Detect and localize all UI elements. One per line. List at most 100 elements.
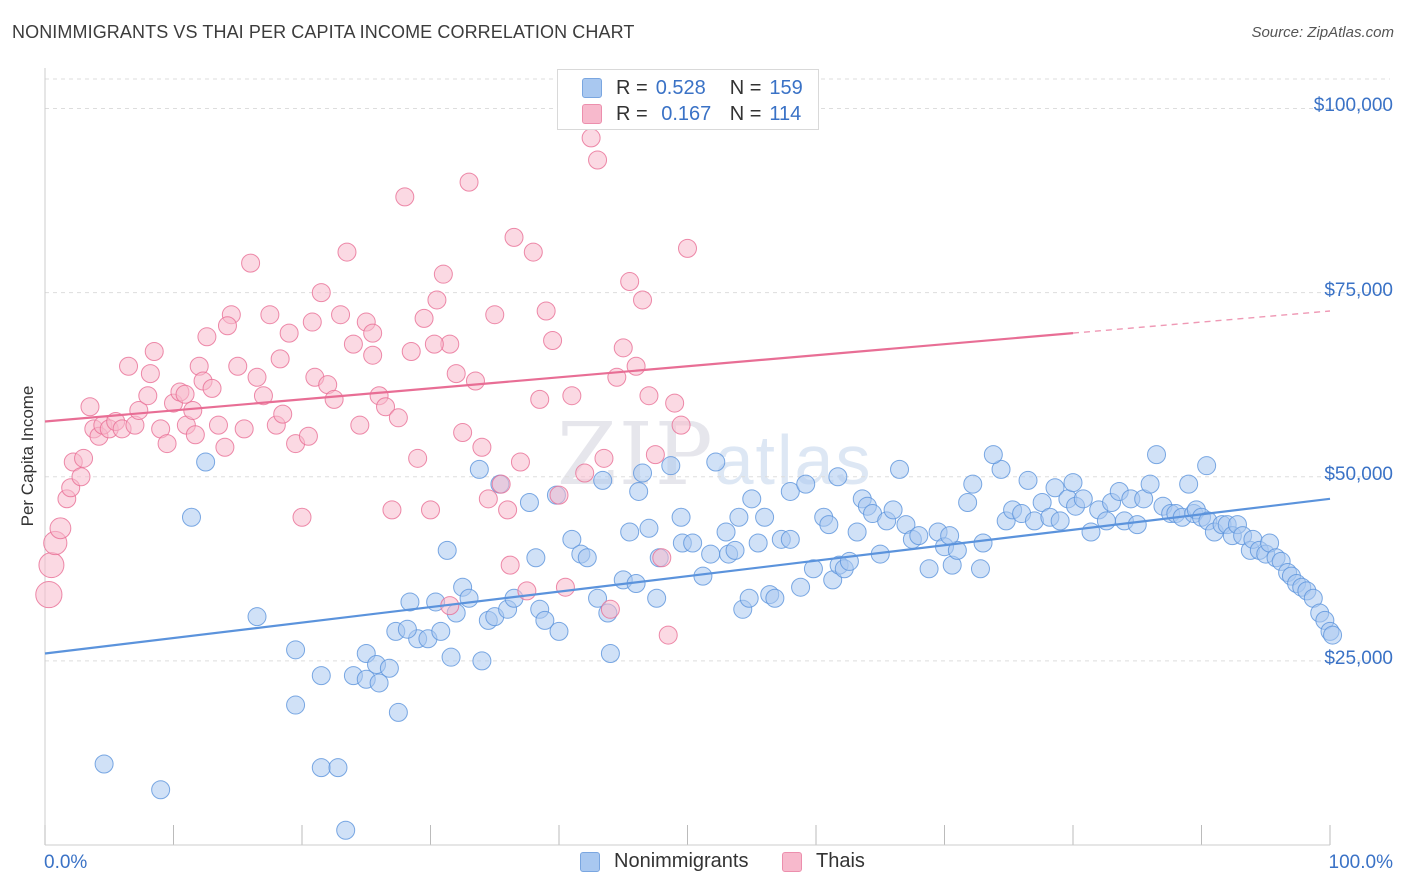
nonimmigrants-point bbox=[1323, 625, 1343, 645]
y-tick-label: $75,000 bbox=[1324, 279, 1393, 301]
thais-point bbox=[459, 172, 479, 192]
nonimmigrants-point bbox=[1140, 474, 1160, 494]
nonimmigrants-point bbox=[196, 452, 216, 472]
nonimmigrants-point bbox=[919, 559, 939, 579]
thais-point bbox=[523, 242, 543, 262]
thais-point bbox=[363, 345, 383, 365]
thais-point bbox=[202, 378, 222, 398]
thais-point bbox=[35, 580, 63, 609]
correlation-legend: R = 0.528 N = 159 R = 0.167 N = 114 bbox=[557, 69, 819, 130]
thais-point bbox=[594, 448, 614, 468]
thais-point bbox=[401, 342, 421, 362]
thais-point bbox=[498, 500, 518, 520]
thais-point bbox=[600, 599, 620, 619]
thais-point bbox=[500, 555, 520, 575]
thais-point bbox=[260, 305, 280, 325]
y-tick-label: $100,000 bbox=[1313, 95, 1393, 117]
nonimmigrants-point bbox=[742, 489, 762, 509]
nonimmigrants-point bbox=[379, 658, 399, 678]
nonimmigrants-point bbox=[1032, 493, 1052, 513]
nonimmigrants-point bbox=[983, 445, 1003, 465]
thais-point bbox=[279, 323, 299, 343]
thais-point bbox=[270, 349, 290, 369]
nonimmigrants-point bbox=[1045, 478, 1065, 498]
series-legend-nonimmigrants: Nonimmigrants bbox=[580, 850, 748, 873]
thais-point bbox=[671, 415, 691, 435]
series-legend: Nonimmigrants Thais bbox=[0, 850, 1406, 878]
thais-point bbox=[175, 384, 195, 404]
points-layer bbox=[35, 128, 1343, 840]
nonimmigrants-point bbox=[739, 588, 759, 608]
chart-title: NONIMMIGRANTS VS THAI PER CAPITA INCOME … bbox=[12, 22, 635, 42]
thais-point bbox=[119, 356, 139, 376]
thais-point bbox=[298, 426, 318, 446]
thais-point bbox=[633, 290, 653, 310]
thais-point bbox=[80, 397, 100, 417]
nonimmigrants-point bbox=[593, 470, 613, 490]
series-swatch-thais bbox=[782, 851, 802, 872]
thais-point bbox=[421, 500, 440, 520]
thais-point bbox=[74, 448, 94, 468]
nonimmigrants-point bbox=[940, 526, 960, 546]
nonimmigrants-point bbox=[336, 820, 356, 840]
nonimmigrants-point bbox=[633, 463, 653, 483]
nonimmigrants-point bbox=[661, 456, 681, 476]
nonimmigrants-point bbox=[441, 647, 461, 667]
nonimmigrants-point bbox=[400, 592, 420, 612]
thais-point bbox=[311, 283, 331, 303]
thais-point bbox=[49, 517, 72, 540]
thais-point bbox=[478, 489, 498, 509]
thais-point bbox=[620, 272, 640, 292]
thais-point bbox=[453, 423, 473, 443]
thais-point bbox=[555, 577, 575, 597]
y-tick-label: $50,000 bbox=[1324, 463, 1393, 485]
nonimmigrants-point bbox=[328, 758, 348, 778]
nonimmigrants-point bbox=[459, 588, 479, 608]
thais-point bbox=[626, 356, 646, 376]
nonimmigrants-point bbox=[683, 533, 703, 553]
axis-layer bbox=[44, 68, 1331, 846]
thais-point bbox=[302, 312, 322, 332]
thais-point bbox=[491, 474, 511, 494]
thais-point bbox=[343, 334, 363, 354]
thais-point bbox=[376, 397, 396, 417]
nonimmigrants-point bbox=[729, 507, 749, 527]
nonimmigrants-point bbox=[526, 548, 546, 568]
nonimmigrants-point bbox=[369, 673, 389, 693]
nonimmigrants-point bbox=[639, 518, 659, 538]
thais-point bbox=[185, 425, 205, 445]
thais-point bbox=[408, 448, 428, 468]
thais-point bbox=[337, 242, 357, 262]
nonimmigrants-point bbox=[535, 610, 555, 630]
thais-point bbox=[424, 334, 444, 354]
nonimmigrants-point bbox=[780, 481, 800, 501]
nonimmigrants-point bbox=[765, 588, 785, 608]
nonimmigrants-point bbox=[780, 529, 800, 549]
nonimmigrants-point bbox=[181, 507, 201, 527]
thais-point bbox=[273, 404, 293, 424]
legend-n-value: 114 bbox=[769, 102, 802, 125]
nonimmigrants-point bbox=[600, 644, 620, 663]
thais-point bbox=[581, 128, 601, 148]
legend-swatch-nonimmigrants bbox=[582, 78, 602, 98]
nonimmigrants-point bbox=[716, 522, 736, 542]
y-tick-label: $25,000 bbox=[1324, 647, 1393, 669]
thais-point bbox=[292, 507, 312, 527]
nonimmigrants-point bbox=[247, 607, 267, 627]
legend-n-value: 159 bbox=[769, 76, 803, 99]
thais-point bbox=[208, 415, 228, 435]
thais-point bbox=[197, 327, 217, 347]
thais-point bbox=[658, 625, 678, 645]
thais-point bbox=[562, 386, 582, 406]
thais-point bbox=[485, 305, 505, 325]
nonimmigrants-point bbox=[748, 533, 768, 553]
nonimmigrants-point bbox=[388, 702, 408, 722]
thais-point bbox=[144, 342, 164, 362]
thais-point bbox=[138, 386, 158, 406]
nonimmigrants-point bbox=[819, 515, 839, 535]
thais-trendline bbox=[44, 332, 1074, 423]
nonimmigrants-point bbox=[970, 559, 990, 579]
legend-n-label: N = bbox=[729, 76, 762, 99]
nonimmigrants-point bbox=[909, 526, 929, 546]
nonimmigrants-point bbox=[671, 507, 691, 527]
